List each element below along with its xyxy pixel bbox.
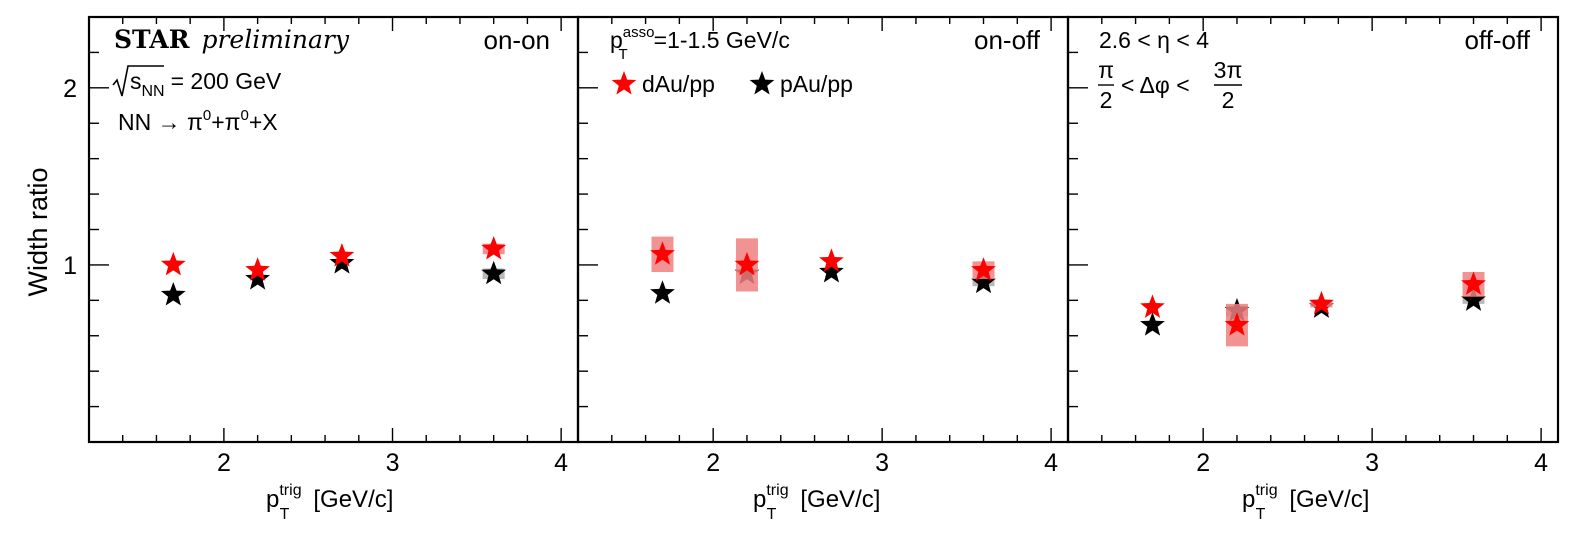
x-tick-label: 4 (1044, 449, 1058, 477)
x-tick-label: 4 (554, 449, 568, 477)
dphi-right-num: 3π (1214, 57, 1243, 83)
panel-label-on-off: on-off (974, 25, 1041, 55)
data-point-dAu (481, 235, 507, 260)
assoc-p: p (610, 27, 623, 53)
x-axis-title-p: p (1242, 486, 1255, 513)
data-point-dAu (734, 251, 760, 276)
assoc-sub: T (618, 46, 627, 63)
dphi-left-den: 2 (1100, 87, 1113, 113)
plot-layer: 2 3 4 1 2 2 3 4 2 3 4 (63, 15, 1560, 477)
panel-off-off: 2 3 4 (1066, 15, 1560, 477)
x-axis-title-unit: [GeV/c] (1289, 486, 1369, 513)
data-point-dAu (650, 241, 675, 265)
legend: dAu/pp pAu/pp (611, 71, 853, 97)
x-axis-title-unit: [GeV/c] (313, 486, 393, 513)
data-point-pAu (481, 260, 507, 285)
reaction-sup-2: 0 (241, 107, 249, 124)
data-point-dAu (971, 257, 996, 281)
data-point-dAu (1309, 290, 1334, 315)
legend-marker-pAu (749, 71, 775, 95)
reaction-sup-1: 0 (203, 107, 211, 124)
y-axis-title: Width ratio (23, 167, 53, 296)
x-axis-title-sub: T (1256, 506, 1266, 523)
energy-annotation: sNN = 200 GeV (112, 65, 282, 100)
data-point-dAu (1224, 312, 1250, 336)
x-tick-label: 3 (386, 449, 400, 477)
x-axis-title-p: p (266, 486, 279, 513)
x-axis-title-sup: trig (279, 482, 301, 499)
x-tick-label: 2 (706, 449, 720, 477)
x-tick-label: 2 (1196, 449, 1210, 477)
data-point-dAu (160, 251, 186, 276)
panel-frame (87, 15, 580, 444)
panel-label-off-off: off-off (1464, 25, 1530, 55)
data-point-pAu (160, 282, 186, 306)
x-axis-title-2: ptrig T [GeV/c] (753, 482, 880, 523)
dphi-left-num: π (1098, 57, 1114, 83)
sqrt-s-sub: NN (142, 83, 165, 100)
data-point-pAu (971, 269, 996, 294)
data-point-pAu (245, 266, 270, 290)
legend-label-pAu: pAu/pp (780, 71, 853, 97)
data-point-dAu (819, 248, 844, 272)
data-point-pAu (1140, 312, 1165, 336)
panel-label-on-on: on-on (484, 25, 551, 55)
y-tick-label: 1 (63, 252, 77, 280)
x-axis-title-sub: T (280, 506, 290, 523)
reaction-part-a: NN → π (118, 109, 203, 135)
legend-marker-dAu (611, 71, 637, 95)
energy-label: = 200 GeV (171, 68, 282, 94)
x-axis-title-unit: [GeV/c] (800, 486, 880, 513)
data-point-dAu (245, 257, 270, 281)
dphi-range-label: π 2 < Δφ < 3π 2 (1098, 57, 1242, 113)
data-point-dAu (1140, 294, 1165, 318)
x-axis-title-sub: T (767, 506, 777, 523)
data-point-pAu (819, 259, 844, 283)
x-tick-label: 4 (1534, 449, 1548, 477)
x-axis-title-sup: trig (1255, 482, 1277, 499)
x-axis-title-3: ptrig T [GeV/c] (1242, 482, 1369, 523)
data-point-pAu (1461, 287, 1486, 311)
assoc-sup: asso (623, 24, 655, 41)
dphi-mid: < Δφ < (1121, 72, 1190, 98)
data-point-pAu (329, 250, 355, 274)
eta-range-label: 2.6 < η < 4 (1099, 27, 1209, 53)
assoc-range: =1-1.5 GeV/c (654, 27, 790, 53)
x-tick-label: 3 (1365, 449, 1379, 477)
dphi-right-den: 2 (1222, 87, 1235, 113)
svg-text:sNN= 200 GeV: sNN = 200 GeV (130, 68, 282, 100)
reaction-part-b: +π (211, 109, 240, 135)
star-logo-text: STAR (114, 25, 190, 54)
data-point-dAu (1461, 271, 1486, 295)
y-tick-label: 2 (63, 75, 77, 103)
preliminary-label: preliminary (201, 25, 349, 54)
x-tick-label: 2 (217, 449, 231, 477)
star-logo: STAR preliminary (114, 25, 350, 54)
legend-label-dAu: dAu/pp (642, 71, 715, 97)
sqrt-sign-icon (112, 65, 164, 97)
x-axis-title-sup: trig (766, 482, 788, 499)
x-axis-title-p: p (753, 486, 766, 513)
assoc-pt-label: passo T =1-1.5 GeV/c (610, 24, 790, 63)
reaction-part-c: +X (249, 109, 278, 135)
sqrt-s-label: s (130, 68, 142, 94)
data-point-pAu (650, 280, 675, 304)
x-tick-label: 3 (875, 449, 889, 477)
reaction-label: NN → π0+π0+X (118, 107, 278, 135)
x-axis-title-1: ptrig T [GeV/c] (266, 482, 393, 523)
data-point-dAu (329, 243, 355, 267)
